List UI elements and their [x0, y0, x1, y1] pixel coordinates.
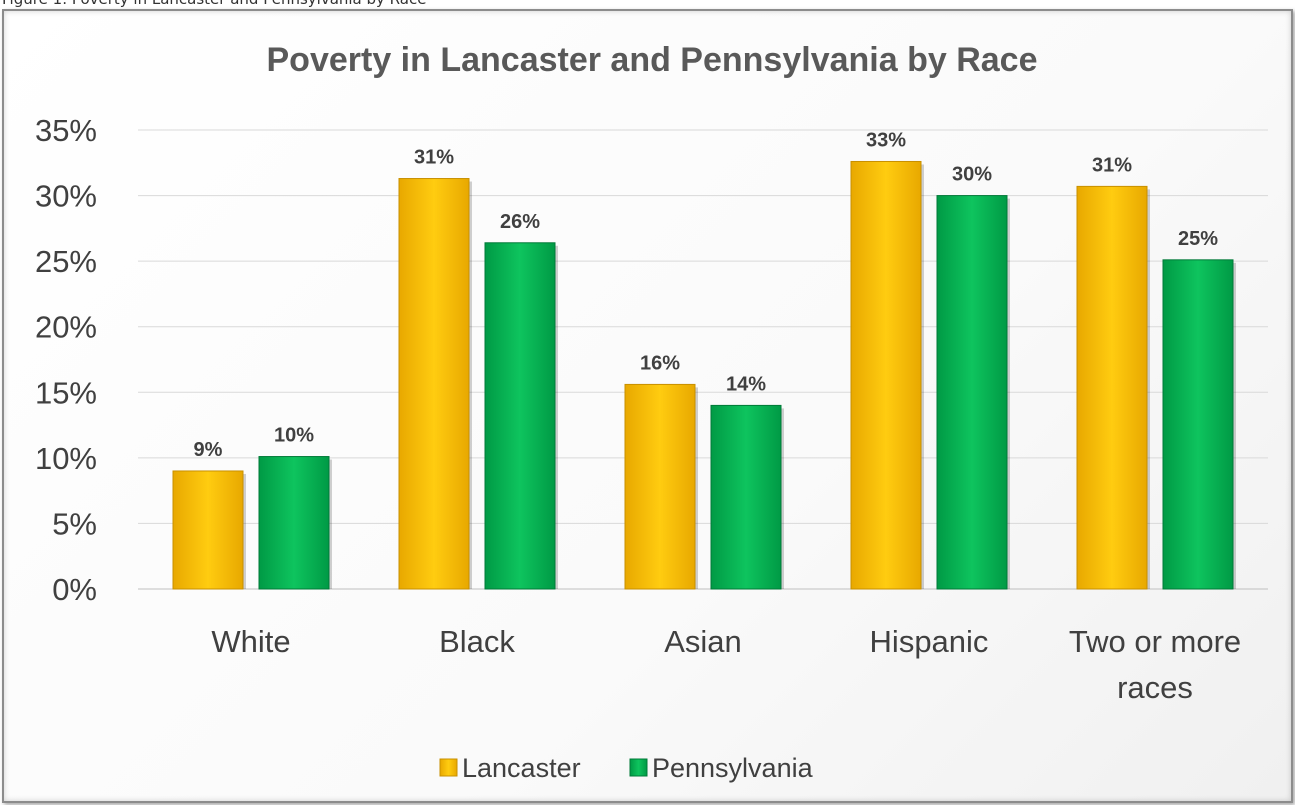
bar-pennsylvania-3	[936, 195, 1010, 590]
bar-pennsylvania-4	[1162, 259, 1236, 590]
y-tick-label: 35%	[35, 113, 97, 148]
legend-label: Pennsylvania	[652, 753, 814, 783]
x-axis: White Black Asian Hispanic Two or more races	[211, 624, 1241, 705]
x-tick-label: Asian	[664, 624, 742, 659]
y-axis: 0% 5% 10% 15% 20% 25% 30% 35%	[35, 113, 97, 607]
data-label: 31%	[414, 147, 454, 169]
bar	[398, 178, 470, 590]
legend-item-pennsylvania: Pennsylvania	[629, 753, 814, 783]
bar	[1162, 259, 1234, 590]
bar	[172, 470, 244, 590]
bars	[172, 160, 1236, 590]
legend-swatch	[439, 758, 458, 777]
bar	[850, 160, 922, 590]
chart-title: Poverty in Lancaster and Pennsylvania by…	[267, 41, 1038, 79]
legend-swatch	[629, 758, 648, 777]
caption-strip: Figure 1: Poverty in Lancaster and Penns…	[0, 0, 1295, 9]
legend-label: Lancaster	[462, 753, 581, 783]
bar	[258, 456, 330, 590]
y-tick-label: 15%	[35, 375, 97, 410]
bar-pennsylvania-0	[258, 456, 332, 590]
x-tick-label: White	[211, 624, 290, 659]
data-label: 9%	[194, 439, 223, 461]
y-tick-label: 30%	[35, 179, 97, 214]
bar	[710, 404, 782, 590]
bar	[484, 242, 556, 590]
x-tick-label: Hispanic	[870, 624, 989, 659]
bar-pennsylvania-1	[484, 242, 558, 590]
bar-lancaster-1	[398, 178, 472, 590]
figure-caption: Figure 1: Poverty in Lancaster and Penns…	[2, 0, 426, 8]
y-tick-label: 25%	[35, 244, 97, 279]
y-tick-label: 10%	[35, 441, 97, 476]
bar-pennsylvania-2	[710, 404, 784, 590]
x-tick-label: races	[1117, 670, 1193, 705]
data-label: 33%	[866, 129, 906, 151]
x-tick-label: Black	[439, 624, 515, 659]
y-tick-label: 5%	[52, 506, 97, 541]
data-label: 25%	[1178, 228, 1218, 250]
bar	[624, 383, 696, 590]
bar-lancaster-0	[172, 470, 246, 590]
bar-lancaster-4	[1076, 185, 1150, 590]
x-tick-label: Two or more	[1069, 624, 1241, 659]
bar	[936, 195, 1008, 590]
data-label: 26%	[500, 211, 540, 233]
bar	[1076, 185, 1148, 590]
legend-item-lancaster: Lancaster	[439, 753, 581, 783]
data-label: 31%	[1092, 154, 1132, 176]
bar-lancaster-2	[624, 383, 698, 590]
data-label: 30%	[952, 164, 992, 186]
data-label: 10%	[274, 425, 314, 447]
data-labels: 9% 10% 31% 26% 16% 14% 33% 30% 31% 25%	[194, 129, 1219, 460]
y-tick-label: 0%	[52, 572, 97, 607]
bar-lancaster-3	[850, 160, 924, 590]
y-tick-label: 20%	[35, 310, 97, 345]
data-label: 14%	[726, 373, 766, 395]
data-label: 16%	[640, 352, 680, 374]
legend: Lancaster Pennsylvania	[439, 753, 814, 783]
